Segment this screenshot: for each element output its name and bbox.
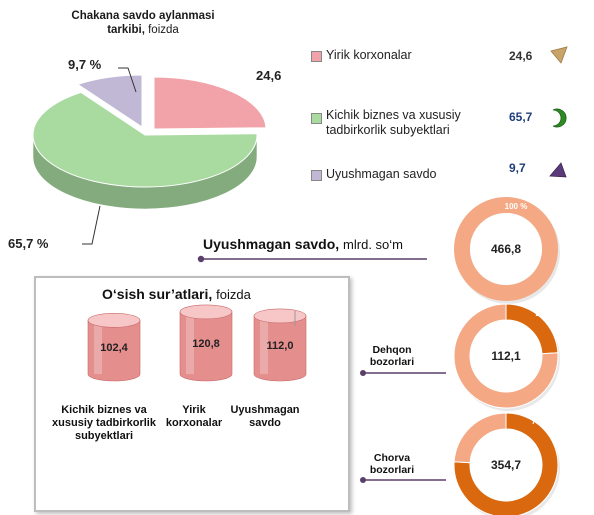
legend-swatch-yirik	[311, 51, 322, 62]
donut-dehqon	[453, 303, 560, 411]
growth-cylinder-chart: 102,4 120,8 112,0	[87, 304, 307, 382]
market-donut-charts: 466,8 100 % 112,1 24,0 % 354,7 76,0 %	[453, 197, 561, 515]
cylinder-uyushmagan	[253, 308, 307, 382]
growth-title: O‘sish sur’atlari, foizda	[102, 286, 251, 302]
pie-top-uyushmagan	[76, 74, 143, 128]
pie-title: Chakana savdo aylanmasi tarkibi, foizda	[58, 9, 228, 37]
pie-title-text: Chakana savdo aylanmasi tarkibi,	[71, 10, 215, 36]
cyl-label-kichik: Kichik biznes va xususiy tadbirkorlik su…	[52, 404, 156, 442]
uyushmagan-heading: Uyushmagan savdo, mlrd. so‘m	[203, 236, 403, 252]
composition-pie-chart	[32, 67, 267, 245]
legend-value-kichik: 65,7	[509, 110, 533, 124]
legend-label-yirik: Yirik korxonalar	[326, 48, 412, 62]
pie-top-yirik	[153, 76, 267, 130]
donut-chorva-total: 354,7	[491, 458, 521, 472]
donut-label-dehqon: Dehqon bozorlari	[369, 344, 415, 368]
cylinder-kichik	[87, 313, 141, 382]
donut-dehqon-total: 112,1	[491, 349, 521, 363]
donut-total-total: 466,8	[491, 242, 521, 256]
pie-label-yirik: 24,6	[256, 68, 282, 83]
chorva-connector	[360, 477, 446, 483]
pie-slice-uyushmagan	[76, 74, 143, 128]
pie-leader-uyushmagan	[118, 67, 137, 93]
legend-swatch-uyushmagan	[311, 170, 322, 181]
pie-subtitle: foizda	[148, 24, 179, 36]
uyushmagan-heading-underline	[197, 255, 427, 263]
pie-label-uyushmagan: 9,7 %	[68, 57, 102, 72]
legend-swatch-kichik	[311, 113, 322, 124]
cyl-label-yirik: Yirik korxonalar	[165, 404, 223, 429]
donut-total	[454, 197, 560, 304]
legend-icon-yirik	[550, 46, 568, 64]
legend-icon-uyushmagan	[549, 162, 567, 178]
pie-label-kichik: 65,7 %	[8, 236, 49, 251]
legend-value-uyushmagan: 9,7	[509, 161, 526, 175]
donut-chorva-pct: 76,0 %	[532, 417, 557, 426]
pie-slice-kichik	[32, 91, 258, 210]
cyl-label-uyushmagan: Uyushmagan savdo	[230, 404, 300, 429]
uyushmagan-heading-unit: mlrd. so‘m	[343, 237, 403, 252]
donut-chorva	[453, 412, 560, 515]
donut-label-chorva: Chorva bozorlari	[369, 452, 415, 476]
pie-slice-yirik	[153, 76, 267, 130]
donut-total-pct: 100 %	[505, 202, 528, 211]
cylinder-value-yirik: 120,8	[192, 338, 220, 350]
cylinder-value-kichik: 102,4	[100, 342, 128, 354]
cylinder-yirik	[179, 304, 233, 382]
legend-label-kichik: Kichik biznes va xususiy tadbirkorlik su…	[326, 108, 461, 137]
legend-value-yirik: 24,6	[509, 49, 533, 63]
donut-total-ring	[454, 197, 558, 301]
dehqon-connector	[360, 370, 446, 376]
pie-top-kichik	[32, 91, 258, 188]
cylinder-value-uyushmagan: 112,0	[267, 340, 294, 352]
legend-label-uyushmagan: Uyushmagan savdo	[326, 167, 437, 181]
donut-dehqon-pct: 24,0 %	[536, 309, 561, 318]
growth-title-text: O‘sish sur’atlari,	[102, 286, 213, 302]
uyushmagan-heading-text: Uyushmagan savdo,	[203, 236, 340, 252]
legend-icon-kichik	[552, 108, 567, 128]
pie-leader-kichik	[82, 205, 101, 245]
growth-title-unit: foizda	[216, 287, 251, 302]
